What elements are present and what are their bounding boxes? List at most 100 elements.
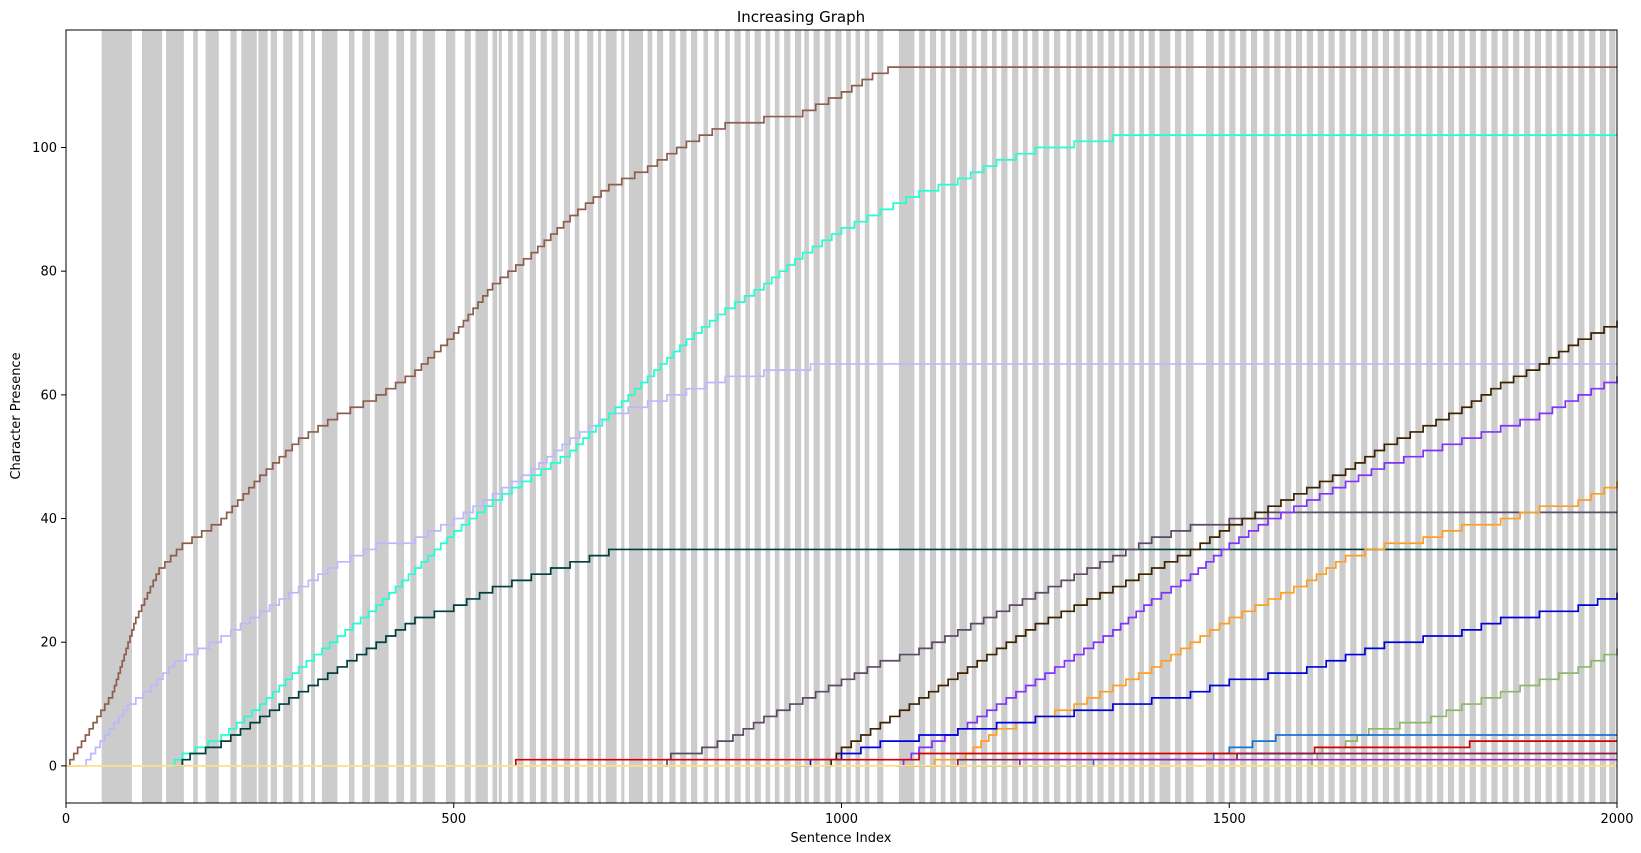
shaded-band-28 [551,30,558,803]
shaded-band-19 [445,30,456,803]
shaded-bands [101,30,1616,803]
x-axis-title: Sentence Index [791,831,892,846]
shaded-band-47 [765,30,771,803]
shaded-band-8 [270,30,277,803]
shaded-band-16 [396,30,405,803]
shaded-band-64 [959,30,968,803]
shaded-band-60 [919,30,926,803]
shaded-band-91 [1263,30,1270,803]
shaded-band-107 [1437,30,1444,803]
shaded-band-32 [597,30,602,803]
y-tick-label-2: 40 [40,512,57,527]
shaded-band-88 [1229,30,1236,803]
shaded-band-84 [1174,30,1182,803]
shaded-band-80 [1128,30,1135,803]
series-line-5 [825,320,1618,767]
series-line-0 [66,66,1617,767]
shaded-band-2 [166,30,184,803]
shaded-band-66 [981,30,988,803]
shaded-band-101 [1371,30,1379,803]
shaded-band-17 [410,30,417,803]
shaded-band-90 [1250,30,1258,803]
shaded-band-59 [898,30,915,803]
shaded-band-85 [1185,30,1194,803]
shaded-band-42 [714,30,719,803]
shaded-band-5 [230,30,237,803]
shaded-band-77 [1097,30,1104,803]
shaded-band-122 [1599,30,1607,803]
shaded-band-54 [835,30,842,803]
shaded-band-26 [529,30,536,803]
shaded-band-34 [621,30,625,803]
shaded-band-23 [498,30,502,803]
x-tick-label-3: 1500 [1213,812,1246,827]
shaded-band-103 [1393,30,1400,803]
shaded-band-114 [1513,30,1520,803]
shaded-band-41 [703,30,709,803]
shaded-band-97 [1328,30,1335,803]
shaded-band-22 [492,30,498,803]
shaded-band-87 [1218,30,1225,803]
shaded-band-67 [991,30,997,803]
shaded-band-115 [1523,30,1531,803]
shaded-band-61 [929,30,937,803]
y-tick-label-3: 60 [40,388,57,403]
shaded-band-43 [725,30,730,803]
shaded-band-76 [1086,30,1093,803]
shaded-band-78 [1108,30,1115,803]
shaded-band-81 [1139,30,1144,803]
shaded-band-18 [422,30,436,803]
shaded-band-112 [1491,30,1498,803]
shaded-band-48 [774,30,780,803]
shaded-band-95 [1306,30,1314,803]
y-axis: 0 20 40 60 80 100 [32,141,66,774]
shaded-band-123 [1609,30,1616,803]
shaded-band-79 [1119,30,1124,803]
shaded-band-109 [1458,30,1466,803]
shaded-band-73 [1053,30,1061,803]
shaded-band-11 [311,30,315,803]
shaded-band-63 [950,30,957,803]
shaded-band-113 [1502,30,1509,803]
shaded-band-39 [680,30,687,803]
shaded-band-65 [971,30,977,803]
series-line-8 [794,592,1618,767]
shaded-band-3 [193,30,198,803]
shaded-band-68 [1001,30,1008,803]
shaded-band-30 [574,30,580,803]
shaded-band-10 [298,30,304,803]
series-line-4 [663,511,1617,767]
shaded-band-86 [1205,30,1214,803]
shaded-band-96 [1317,30,1324,803]
shaded-band-116 [1534,30,1542,803]
shaded-band-62 [940,30,946,803]
shaded-band-52 [813,30,820,803]
shaded-band-119 [1567,30,1574,803]
shaded-band-4 [205,30,219,803]
shaded-band-118 [1556,30,1563,803]
shaded-band-38 [669,30,676,803]
series-line-2 [166,134,1617,767]
shaded-band-13 [349,30,355,803]
shaded-band-51 [804,30,809,803]
shaded-band-27 [540,30,547,803]
shaded-band-99 [1350,30,1357,803]
x-tick-label-0: 0 [62,812,70,827]
shaded-band-7 [258,30,268,803]
shaded-band-110 [1469,30,1476,803]
shaded-band-31 [587,30,594,803]
shaded-band-102 [1382,30,1390,803]
shaded-band-98 [1339,30,1346,803]
shaded-band-25 [517,30,524,803]
shaded-band-75 [1075,30,1082,803]
shaded-band-33 [605,30,617,803]
x-tick-label-1: 500 [441,812,466,827]
shaded-band-82 [1148,30,1155,803]
shaded-band-49 [784,30,791,803]
shaded-band-36 [647,30,653,803]
shaded-band-74 [1066,30,1072,803]
shaded-band-94 [1295,30,1303,803]
shaded-band-44 [734,30,741,803]
y-tick-label-1: 20 [40,636,57,651]
shaded-band-15 [374,30,389,803]
